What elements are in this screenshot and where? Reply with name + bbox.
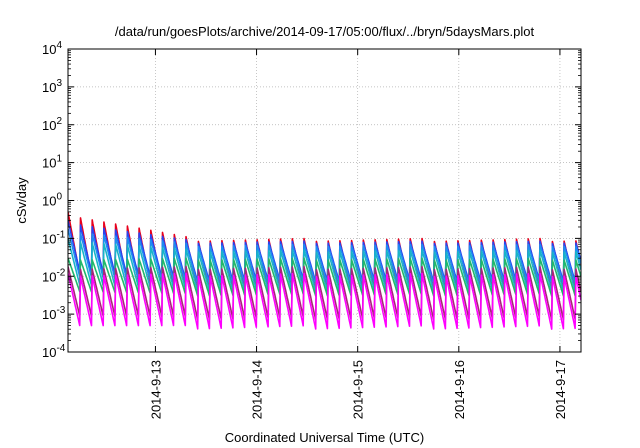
y-tick-label: 10-3 [42, 305, 66, 322]
series-line-6 [68, 265, 581, 321]
x-axis-label: Coordinated Universal Time (UTC) [225, 430, 424, 445]
y-tick-label: 10-1 [42, 229, 66, 246]
x-tick-label: 2014-9-13 [148, 360, 163, 419]
x-tick-label: 2014-9-17 [553, 360, 568, 419]
y-axis-label: cSv/day [14, 177, 29, 224]
y-tick-label: 10-2 [42, 267, 66, 284]
y-tick-label: 103 [42, 78, 62, 95]
y-tick-label: 100 [42, 192, 62, 209]
series-line-7 [68, 272, 581, 330]
series-line-5 [68, 257, 581, 297]
series-group [68, 211, 581, 330]
y-tick-label: 101 [42, 154, 62, 171]
series-line-4 [68, 238, 581, 293]
x-tick-label: 2014-9-14 [250, 360, 265, 419]
y-tick-label: 104 [42, 40, 62, 57]
x-tick-label: 2014-9-16 [452, 360, 467, 419]
series-line-3 [68, 228, 581, 286]
x-tick-label: 2014-9-15 [351, 360, 366, 419]
chart-title: /data/run/goesPlots/archive/2014-09-17/0… [115, 24, 535, 39]
ticks: 10-4 10-3 10-2 10-1 100 101 102 103 104 2014-9-13… [42, 40, 581, 419]
y-tick-label: 102 [42, 116, 62, 133]
y-tick-label: 10-4 [42, 343, 66, 360]
